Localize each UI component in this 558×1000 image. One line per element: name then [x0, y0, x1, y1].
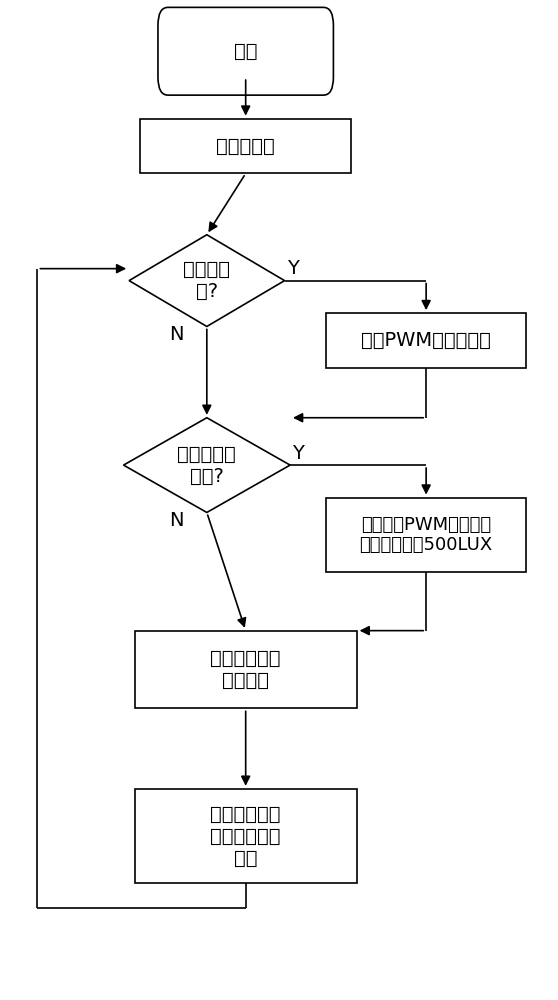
Text: 是否在温
室?: 是否在温 室? — [184, 260, 230, 301]
Text: 红光PWM占空比为零: 红光PWM占空比为零 — [361, 331, 491, 350]
Text: 参数初始化: 参数初始化 — [217, 136, 275, 155]
Bar — [140, 119, 351, 173]
Text: 是否感应到
人体?: 是否感应到 人体? — [177, 445, 236, 486]
Text: 开始: 开始 — [234, 42, 257, 61]
Bar — [134, 631, 357, 708]
Text: 根据生长曲线
自动调节光照
参数: 根据生长曲线 自动调节光照 参数 — [210, 805, 281, 868]
Bar — [134, 789, 357, 883]
Text: N: N — [169, 325, 184, 344]
Text: Y: Y — [287, 259, 299, 278]
FancyBboxPatch shape — [158, 7, 334, 95]
Text: N: N — [169, 511, 184, 530]
Bar — [326, 313, 526, 368]
Polygon shape — [123, 418, 290, 512]
Polygon shape — [129, 235, 285, 326]
Text: 读取植物生长
曲线参数: 读取植物生长 曲线参数 — [210, 649, 281, 690]
Text: 调节白光PWM占空比，
照度自动降到500LUX: 调节白光PWM占空比， 照度自动降到500LUX — [359, 516, 493, 554]
Bar — [326, 498, 526, 572]
Text: Y: Y — [292, 444, 304, 463]
